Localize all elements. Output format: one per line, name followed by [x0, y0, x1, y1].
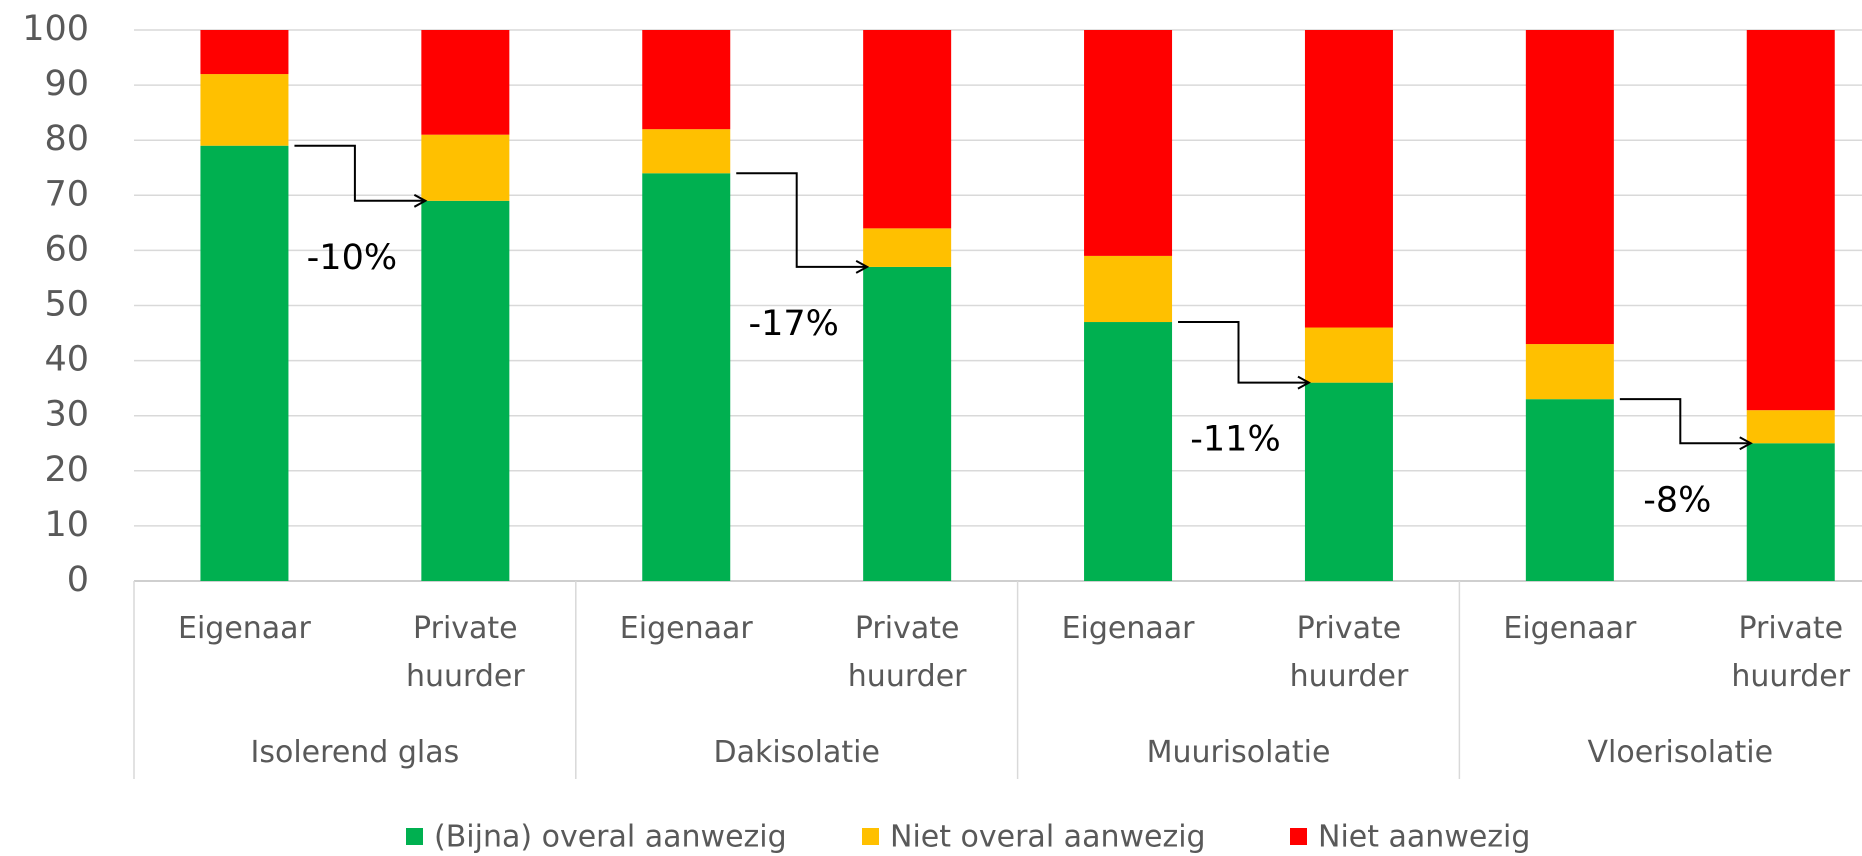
group-label: Isolerend glas: [250, 735, 460, 770]
y-tick-label: 70: [44, 174, 89, 214]
legend-label: (Bijna) overal aanwezig: [434, 820, 787, 855]
x-tick-label: Eigenaar: [177, 611, 311, 646]
y-tick-label: 0: [67, 560, 89, 600]
bar-segment: [421, 30, 510, 135]
bar-segment: [421, 200, 510, 581]
y-tick-label: 90: [44, 64, 89, 104]
y-tick-label: 30: [44, 395, 89, 435]
x-tick-label: Private huurder: [1731, 611, 1851, 694]
bar-segment: [1746, 410, 1835, 444]
bar-segment: [1525, 344, 1614, 400]
bar-segment: [863, 266, 952, 581]
group-label: Dakisolatie: [713, 735, 880, 770]
x-tick-label: Private huurder: [847, 611, 967, 694]
y-tick-label: 50: [44, 285, 89, 325]
legend-swatch: [862, 828, 879, 845]
x-tick-label: Eigenaar: [1503, 611, 1637, 646]
y-tick-label: 10: [44, 505, 89, 545]
annotation: -11%: [1190, 420, 1280, 460]
annotation-arrow: [1178, 321, 1309, 383]
group-label: Vloerisolatie: [1587, 735, 1774, 770]
bar-segment: [200, 30, 289, 75]
group-label: Muurisolatie: [1146, 735, 1331, 770]
y-tick-label: 60: [44, 229, 89, 269]
bar-segment: [1304, 327, 1393, 383]
legend-label: Niet aanwezig: [1318, 820, 1530, 855]
legend-label: Niet overal aanwezig: [890, 820, 1206, 855]
bar-segment: [421, 134, 510, 201]
bar-segment: [1525, 30, 1614, 345]
bar-segment: [1084, 322, 1173, 581]
bar-segment: [863, 30, 952, 229]
bar-segment: [1304, 382, 1393, 581]
bar-segment: [1746, 30, 1835, 411]
annotation-arrow: [1619, 398, 1751, 443]
x-tick-label: Private huurder: [1289, 611, 1409, 694]
bar-segment: [200, 145, 289, 581]
bar-segment: [1084, 255, 1173, 323]
annotation: -17%: [748, 304, 838, 344]
x-tick-label: Private huurder: [406, 611, 525, 694]
annotation-arrow: [294, 144, 425, 201]
legend-swatch: [406, 828, 423, 845]
bar-segment: [200, 74, 289, 146]
y-tick-label: 20: [44, 450, 89, 490]
annotation: -10%: [307, 238, 397, 278]
bar-segment: [642, 129, 731, 174]
annotation-arrow: [736, 172, 867, 267]
legend-swatch: [1290, 828, 1307, 845]
bar-segment: [1304, 30, 1393, 328]
bar-segment: [863, 228, 952, 267]
bar-segment: [1746, 443, 1835, 581]
y-tick-label: 40: [44, 340, 89, 380]
y-tick-label: 80: [44, 119, 89, 159]
bar-segment: [1525, 399, 1614, 581]
y-tick-label: 100: [22, 9, 89, 49]
bar-segment: [642, 173, 731, 581]
bar-segment: [642, 30, 731, 130]
bar-segment: [1084, 30, 1173, 256]
annotation: -8%: [1643, 480, 1711, 520]
x-tick-label: Eigenaar: [619, 611, 753, 646]
x-tick-label: Eigenaar: [1061, 611, 1195, 646]
